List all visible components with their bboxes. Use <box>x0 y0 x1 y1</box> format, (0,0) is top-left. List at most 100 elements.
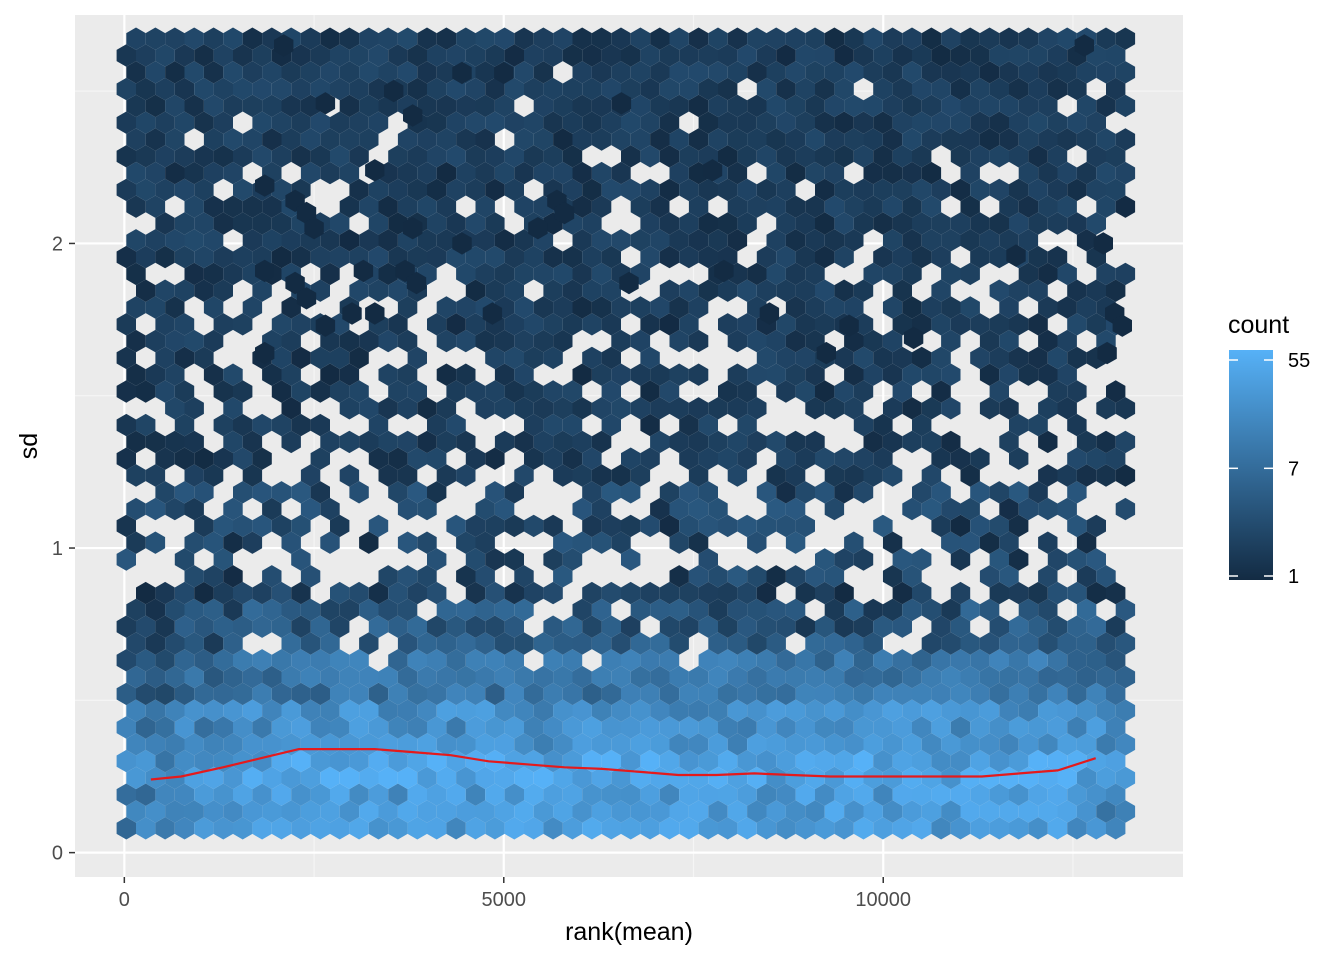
hexbin-cell <box>213 682 233 706</box>
hexbin-cell <box>776 682 796 706</box>
hexbin-cell <box>873 44 893 67</box>
hexbin-cell <box>572 195 592 218</box>
hexbin-cell <box>543 548 563 571</box>
hexbin-cell <box>1106 380 1126 403</box>
hexbin-cell <box>310 716 330 739</box>
hexbin-cell <box>611 229 631 252</box>
hexbin-cell <box>572 128 592 151</box>
hexbin-cell <box>679 77 699 101</box>
hexbin-cell <box>271 514 292 538</box>
hexbin-cell <box>533 800 554 823</box>
hexbin-cell <box>339 94 360 118</box>
hexbin-cell <box>601 817 621 840</box>
hexbin-cell <box>718 649 738 672</box>
hexbin-cell <box>165 61 185 84</box>
x-tick-label: 0 <box>119 889 130 911</box>
hexbin-cell <box>417 161 437 185</box>
hexbin-cell <box>718 279 738 302</box>
hexbin-cell <box>417 733 437 756</box>
hexbin-cell <box>1086 783 1106 806</box>
hexbin-cell <box>184 61 204 84</box>
hexbin-cell <box>921 61 942 84</box>
hexbin-cell <box>1115 497 1136 521</box>
hexbin-cell <box>1067 313 1087 336</box>
hexbin-cell <box>116 245 136 269</box>
hexbin-cell <box>145 94 166 118</box>
hexbin-cell <box>582 178 602 202</box>
hexbin-cell <box>1057 397 1077 420</box>
hexbin-cell <box>815 313 835 336</box>
hexbin-cell <box>611 329 631 353</box>
hexbin-cell <box>960 229 980 252</box>
hexbin-cell <box>330 346 350 370</box>
hexbin-cell <box>698 581 718 605</box>
hexbin-cell <box>747 665 767 689</box>
hexbin-cell <box>591 699 612 722</box>
hexbin-cell <box>1057 195 1077 218</box>
hexbin-cell <box>621 817 641 840</box>
hexbin-cell <box>756 649 777 672</box>
hexbin-cell <box>456 699 476 722</box>
hexbin-cell <box>1038 296 1058 319</box>
hexbin-cell <box>1106 44 1126 67</box>
hexbin-cell <box>485 44 505 67</box>
hexbin-cell <box>242 665 263 689</box>
hexbin-cell <box>698 615 718 638</box>
hexbin-cell <box>970 649 990 672</box>
hexbin-cell <box>989 682 1009 706</box>
hexbin-cell <box>378 363 398 386</box>
hexbin-cell <box>533 128 554 151</box>
hexbin-cell <box>252 615 272 638</box>
hexbin-cell <box>698 279 718 302</box>
hexbin-cell <box>300 94 321 118</box>
x-axis-title: rank(mean) <box>565 918 693 946</box>
hexbin-cell <box>1115 598 1136 622</box>
hexbin-cell <box>456 329 476 353</box>
hexbin-cell-outlier <box>315 92 336 115</box>
hexbin-cell <box>446 44 466 67</box>
smooth-line-layer <box>150 747 1097 781</box>
hexbin-cell <box>669 598 689 622</box>
hexbin-cell <box>708 665 728 689</box>
hexbin-cell <box>892 145 912 168</box>
hexbin-cell <box>863 94 883 118</box>
hexbin-cell <box>281 766 301 790</box>
hexbin-cell <box>776 380 796 403</box>
hexbin-cell <box>630 94 651 118</box>
hexbin-cell <box>194 346 214 370</box>
hexbin-cell <box>136 145 156 168</box>
hexbin-cell <box>785 497 806 521</box>
hexbin-cell <box>805 733 825 756</box>
hexbin-cell <box>203 329 224 353</box>
hexbin-cell <box>155 178 175 202</box>
hexbin-cell <box>591 733 612 756</box>
hexbin-cell <box>233 783 253 806</box>
hexbin-cell <box>126 464 146 487</box>
hexbin-cell <box>155 111 175 134</box>
hexbin-cell <box>1009 279 1029 302</box>
hexbin-cell <box>116 615 136 638</box>
hexbin-cell <box>960 94 980 118</box>
hexbin-cell <box>863 128 883 151</box>
hexbin-cell <box>1057 296 1077 319</box>
hexbin-cell <box>863 598 883 622</box>
hexbin-cell <box>824 464 845 487</box>
hexbin-cell <box>524 245 544 269</box>
hexbin-cell <box>1047 581 1068 605</box>
hexbin-cell <box>126 733 146 756</box>
hexbin-cell <box>844 61 864 84</box>
hexbin-cell <box>213 245 233 269</box>
hexbin-cell <box>436 61 457 84</box>
hexbin-cell <box>1038 665 1058 689</box>
hexbin-cell-outlier <box>528 217 548 240</box>
hexbin-cell <box>572 598 592 622</box>
hexbin-cell <box>223 598 243 622</box>
hexbin-cell <box>165 161 185 185</box>
hexbin-cell <box>776 245 796 269</box>
hexbin-cell <box>155 313 175 336</box>
hexbin-cell <box>591 195 612 218</box>
hexbin-cell <box>485 548 505 571</box>
hexbin-cell <box>330 44 350 67</box>
hexbin-cell <box>378 766 398 790</box>
